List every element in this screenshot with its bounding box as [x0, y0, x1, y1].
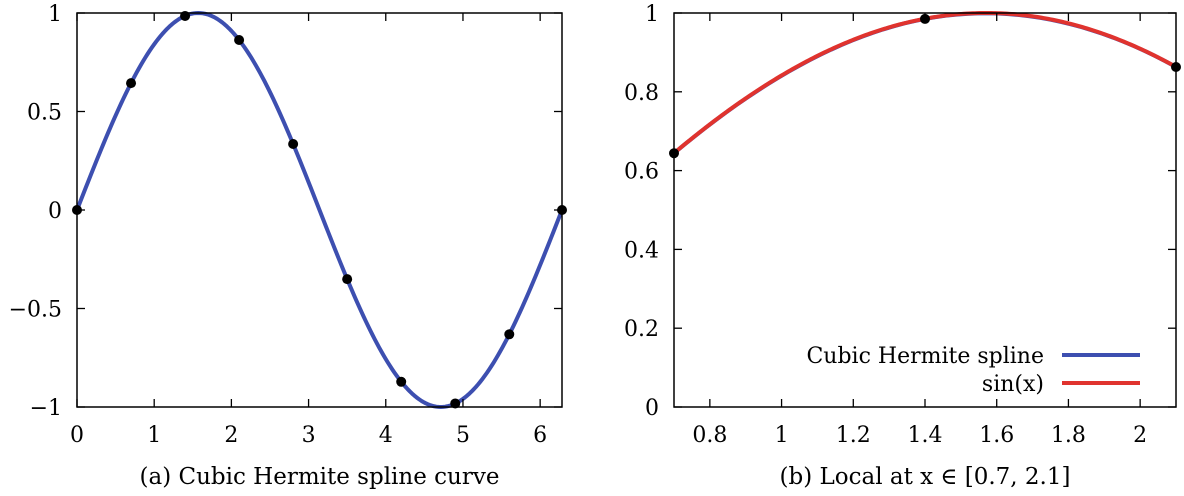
y-tick-label: 0.8	[624, 81, 659, 106]
panel-caption: (b) Local at x ∈ [0.7, 2.1]	[780, 464, 1071, 490]
x-tick-label: 1	[775, 423, 789, 448]
panel-a-cubic-hermite-spline-curve: 0 1 2 3 4 5 6 −1 −0.5 0 0.5 1 (a) Cubic Hermite spli…	[9, 2, 567, 490]
x-tick-label: 3	[302, 423, 316, 448]
y-tick-label: 1	[645, 2, 659, 27]
y-tick-label: 0.5	[27, 101, 62, 126]
x-tick-label: 0.8	[692, 423, 727, 448]
y-tick-label: −0.5	[9, 298, 62, 323]
series-line-curve	[77, 11, 562, 409]
y-tick-label: 0.4	[624, 238, 659, 263]
data-point	[342, 274, 353, 285]
y-tick-label: −1	[30, 396, 62, 421]
panel-b-local-view: 0.8 1 1.2 1.4 1.6 1.8 2 0 0.2 0.4 0.6 0.8 1 (b) Local…	[624, 2, 1181, 490]
y-tick-label: 0	[645, 396, 659, 421]
y-tick-label: 0.6	[624, 160, 659, 185]
data-point	[396, 376, 407, 387]
data-point	[126, 78, 137, 89]
legend-label: sin(x)	[982, 372, 1044, 397]
data-point	[450, 398, 461, 409]
y-tick-label: 1	[48, 2, 62, 27]
x-tick-label: 0	[70, 423, 84, 448]
x-tick-label: 1	[147, 423, 161, 448]
data-point	[504, 329, 515, 340]
x-tick-label: 2	[224, 423, 238, 448]
x-tick-label: 1.6	[979, 423, 1014, 448]
x-tick-label: 6	[533, 423, 547, 448]
y-tick-label: 0	[48, 199, 62, 224]
x-tick-label: 4	[379, 423, 393, 448]
panel-caption: (a) Cubic Hermite spline curve	[140, 464, 500, 490]
data-point	[288, 139, 299, 149]
y-tick-label: 0.2	[624, 317, 659, 342]
x-tick-label: 5	[456, 423, 470, 448]
x-tick-label: 2	[1133, 423, 1147, 448]
series-line-sin-x	[674, 11, 1176, 155]
x-tick-label: 1.4	[908, 423, 943, 448]
legend-label: Cubic Hermite spline	[806, 344, 1044, 369]
x-tick-label: 1.8	[1051, 423, 1086, 448]
data-point	[234, 34, 245, 45]
x-tick-label: 1.2	[836, 423, 871, 448]
